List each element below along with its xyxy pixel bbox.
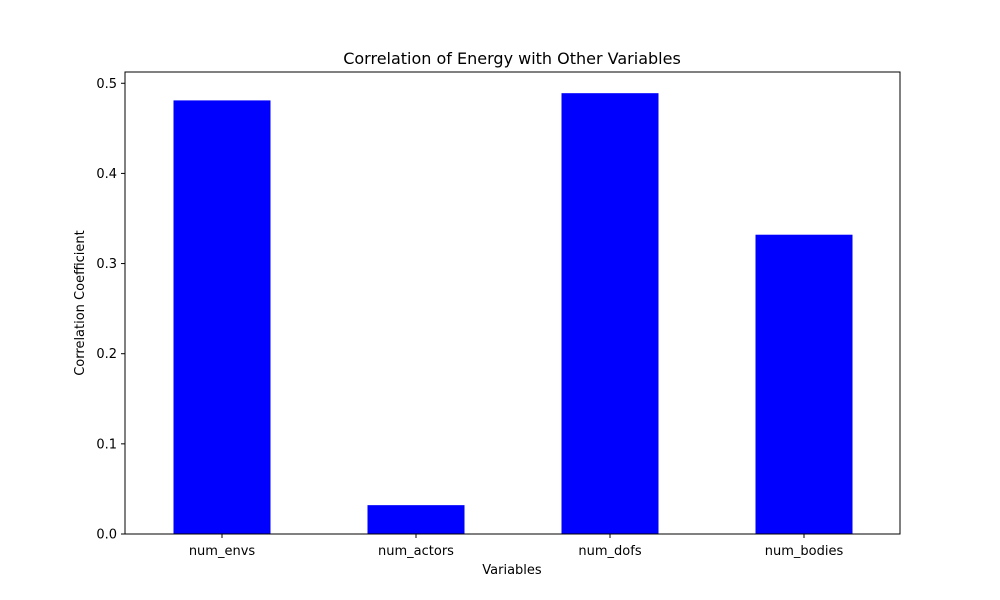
y-tick-label: 0.0 (96, 528, 117, 543)
bar-num_envs (173, 100, 271, 535)
chart-title: Correlation of Energy with Other Variabl… (343, 49, 681, 68)
y-axis-ticks: 0.0 0.1 0.2 0.3 0.4 0.5 (96, 77, 125, 543)
bar-num_actors (367, 505, 465, 534)
x-tick-label: num_actors (378, 544, 454, 559)
y-tick-label: 0.5 (96, 77, 117, 92)
bar-num_dofs (561, 93, 659, 535)
y-tick-label: 0.2 (96, 347, 117, 362)
plot-area-frame (124, 71, 901, 535)
y-axis-title: Correlation Coefficient (73, 230, 88, 376)
x-tick-label: num_envs (189, 544, 256, 559)
x-axis-ticks: num_envs num_actors num_dofs num_bodies (189, 534, 844, 559)
bar-num_bodies (755, 234, 853, 534)
y-tick-label: 0.1 (96, 437, 117, 452)
x-tick-label: num_dofs (578, 544, 641, 559)
x-tick-label: num_bodies (765, 544, 844, 559)
x-axis-title: Variables (482, 563, 542, 578)
y-tick-label: 0.4 (96, 167, 117, 182)
bars-group (173, 93, 853, 535)
y-tick-label: 0.3 (96, 257, 117, 272)
